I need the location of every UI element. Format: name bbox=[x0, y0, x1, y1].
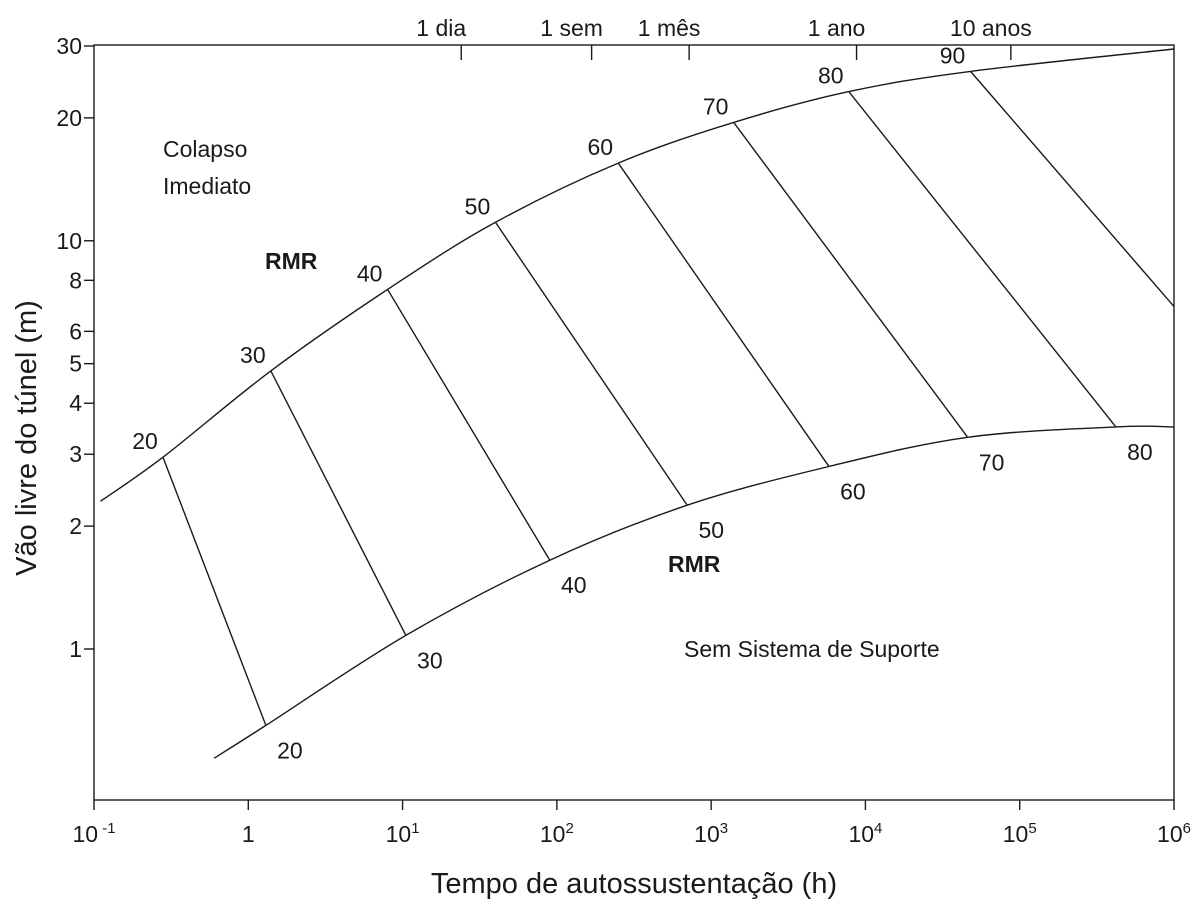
y-tick-label: 8 bbox=[69, 267, 82, 293]
rmr-upper-label-40: 40 bbox=[357, 260, 383, 286]
x-tick-label: 1 bbox=[242, 821, 255, 847]
top-tick-label: 1 ano bbox=[808, 15, 866, 41]
rmr-lower-label-40: 40 bbox=[561, 572, 587, 598]
x-tick-label: 105 bbox=[1003, 820, 1037, 847]
y-tick-label: 30 bbox=[56, 33, 82, 59]
upper-envelope-curve bbox=[99, 48, 1175, 502]
rmr-upper-label-70: 70 bbox=[703, 93, 729, 119]
rmr-lower-label-20: 20 bbox=[277, 737, 303, 763]
rmr-upper-label-50: 50 bbox=[465, 193, 491, 219]
y-tick-label: 6 bbox=[69, 318, 82, 344]
x-tick-label: 103 bbox=[694, 820, 728, 847]
rmr-line-30 bbox=[270, 370, 407, 636]
annotation-rmr-lower: RMR bbox=[668, 551, 721, 577]
label-layer: 10 -1 1 101 102 103 104 105 106 1 2 3 4 5 6 8 10 20 30 1 d… bbox=[56, 15, 1191, 847]
y-tick-label: 2 bbox=[69, 513, 82, 539]
rmr-line-60 bbox=[617, 162, 830, 467]
x-tick-label: 101 bbox=[386, 820, 420, 847]
rmr-lower-label-70: 70 bbox=[979, 449, 1005, 475]
rmr-line-50 bbox=[494, 221, 688, 506]
x-axis-title: Tempo de autossustentação (h) bbox=[431, 868, 837, 900]
rmr-upper-label-30: 30 bbox=[240, 342, 266, 368]
annotation-collapse-line1: Colapso bbox=[163, 136, 247, 162]
x-tick-label: 10 -1 bbox=[72, 820, 115, 847]
rmr-upper-label-90: 90 bbox=[940, 42, 966, 68]
plot-frame bbox=[93, 44, 1175, 801]
rmr-upper-label-60: 60 bbox=[587, 134, 613, 160]
x-tick-label: 104 bbox=[848, 820, 882, 847]
curve-layer bbox=[99, 48, 1175, 759]
rmr-lower-label-50: 50 bbox=[698, 517, 724, 543]
x-tick-label: 106 bbox=[1157, 820, 1191, 847]
y-tick-label: 4 bbox=[69, 390, 82, 416]
y-axis-title: Vão livre do túnel (m) bbox=[11, 300, 43, 576]
rmr-lower-label-60: 60 bbox=[840, 478, 866, 504]
rmr-line-layer bbox=[162, 70, 1175, 726]
annotation-collapse-line2: Imediato bbox=[163, 173, 251, 199]
x-tick-label: 102 bbox=[540, 820, 574, 847]
y-tick-label: 5 bbox=[69, 351, 82, 377]
rmr-lower-label-30: 30 bbox=[417, 647, 443, 673]
rmr-lower-label-80: 80 bbox=[1127, 439, 1153, 465]
top-tick-label: 1 dia bbox=[416, 15, 466, 41]
top-tick-label: 1 sem bbox=[540, 15, 603, 41]
rmr-line-70 bbox=[733, 121, 969, 438]
rmr-line-20 bbox=[162, 456, 267, 726]
rmr-upper-label-80: 80 bbox=[818, 63, 844, 89]
annotation-rmr-upper: RMR bbox=[265, 248, 318, 274]
y-tick-label: 1 bbox=[69, 636, 82, 662]
annotation-no-support: Sem Sistema de Suporte bbox=[684, 636, 940, 662]
lower-envelope-curve bbox=[213, 425, 1175, 759]
y-tick-label: 3 bbox=[69, 441, 82, 467]
rmr-line-40 bbox=[387, 289, 551, 561]
y-tick-label: 10 bbox=[56, 228, 82, 254]
rmr-upper-label-20: 20 bbox=[132, 428, 158, 454]
top-tick-label: 1 mês bbox=[638, 15, 701, 41]
y-tick-label: 20 bbox=[56, 105, 82, 131]
rmr-line-90 bbox=[970, 70, 1175, 308]
rmr-line-80 bbox=[848, 91, 1117, 428]
top-tick-label: 10 anos bbox=[950, 15, 1032, 41]
tick-layer bbox=[84, 45, 1175, 810]
